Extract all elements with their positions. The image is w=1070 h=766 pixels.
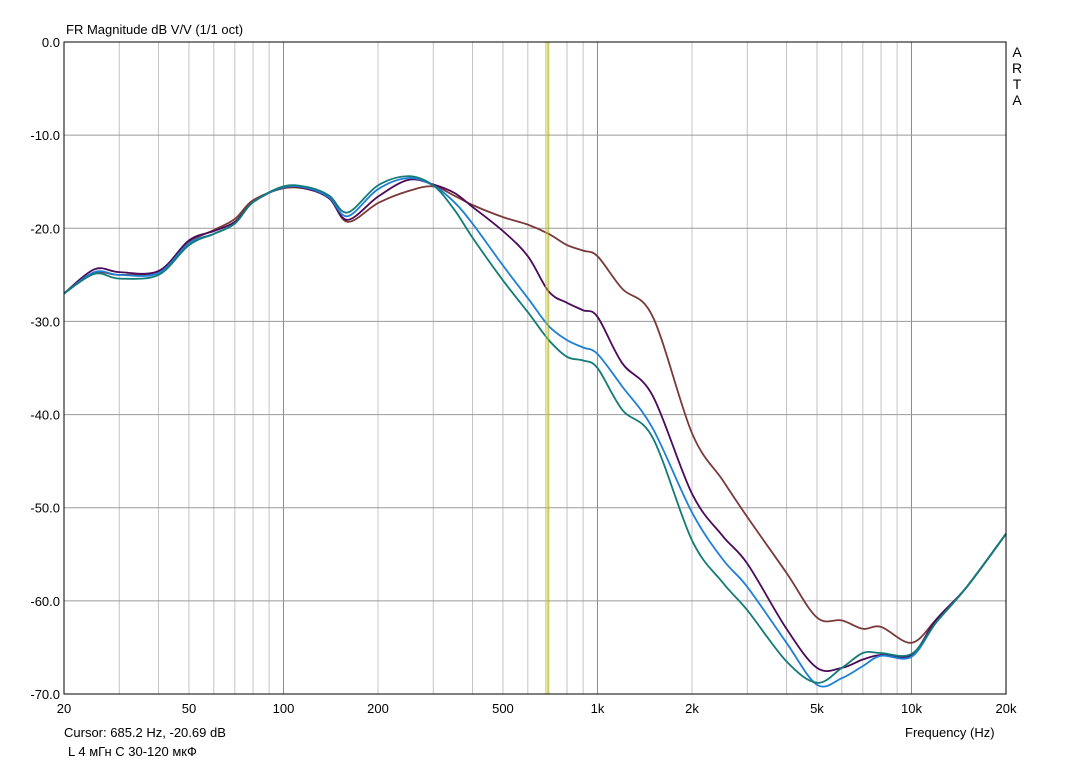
- series-line: [63, 178, 1007, 673]
- brand-letter: R: [1011, 60, 1023, 76]
- y-tick-label: -10.0: [30, 128, 60, 143]
- y-tick-labels: 0.0 -10.0 -20.0 -30.0 -40.0 -50.0 -60.0 -70.0: [30, 35, 60, 702]
- series-line: [63, 177, 1007, 688]
- y-tick-label: -50.0: [30, 501, 60, 516]
- x-tick-label: 50: [182, 701, 196, 716]
- brand-letter: A: [1012, 92, 1022, 108]
- x-tick-label: 5k: [810, 701, 824, 716]
- series-line: [63, 185, 1007, 644]
- y-tick-label: -30.0: [30, 314, 60, 329]
- x-tick-label: 1k: [591, 701, 605, 716]
- series-layer: [63, 175, 1007, 688]
- x-tick-label: 10k: [901, 701, 922, 716]
- brand-letter: T: [1012, 76, 1022, 92]
- arta-brand: A R T A: [1010, 44, 1024, 108]
- x-tick-label: 20k: [996, 701, 1017, 716]
- plot-frame: [63, 41, 1007, 695]
- y-tick-label: -70.0: [30, 687, 60, 702]
- x-tick-labels: 20 50 100 200 500 1k 2k 5k 10k 20k: [57, 701, 1017, 716]
- x-axis-label: Frequency (Hz): [905, 725, 995, 740]
- x-tick-label: 20: [57, 701, 71, 716]
- y-tick-label: -20.0: [30, 221, 60, 236]
- brand-letter: A: [1012, 44, 1022, 60]
- x-tick-label: 200: [367, 701, 389, 716]
- x-tick-label: 100: [273, 701, 295, 716]
- series-line: [63, 175, 1007, 684]
- x-tick-label: 2k: [685, 701, 699, 716]
- cursor-readout: Cursor: 685.2 Hz, -20.69 dB: [64, 725, 226, 740]
- y-tick-label: -60.0: [30, 594, 60, 609]
- cursor-layer: [545, 42, 549, 694]
- y-tick-label: -40.0: [30, 408, 60, 423]
- chart-title: FR Magnitude dB V/V (1/1 oct): [66, 22, 244, 37]
- measurement-note: L 4 мГн C 30-120 мкФ: [68, 744, 197, 759]
- x-tick-label: 500: [492, 701, 514, 716]
- y-tick-label: 0.0: [42, 35, 60, 50]
- grid-minor: [118, 42, 912, 694]
- grid-major: [64, 41, 1006, 695]
